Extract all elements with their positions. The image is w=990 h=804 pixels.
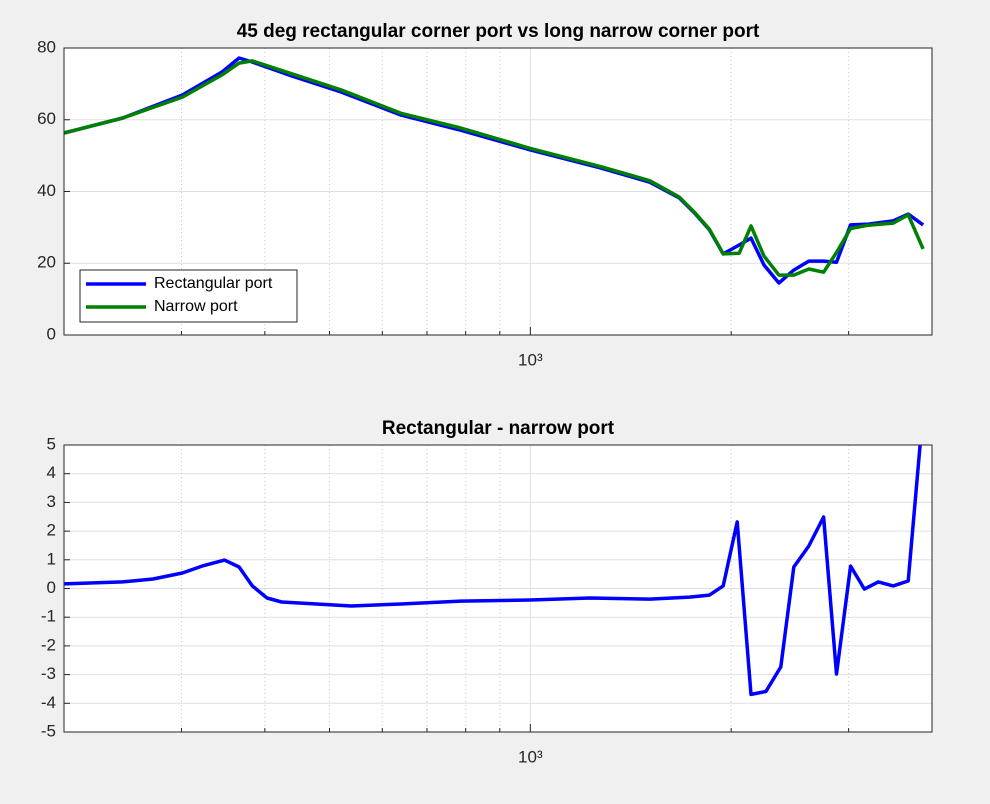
y-tick-label: -4: [41, 693, 56, 712]
axes-box: [63, 47, 933, 336]
axes-box: [63, 444, 933, 733]
y-tick-label: -2: [41, 635, 56, 654]
y-tick-label: 5: [47, 434, 56, 453]
y-tick-label: 2: [47, 521, 56, 540]
chart-title: 45 deg rectangular corner port vs long n…: [237, 21, 760, 42]
data-line: [63, 59, 925, 277]
axes: -5 -4 -3 -2 -1 0 1 2 3 4 5 10³ Rectangular - narrow …: [41, 418, 933, 766]
y-tick-label: 20: [37, 253, 56, 272]
y-tick-label: -5: [41, 721, 56, 740]
y-tick-label: 40: [37, 181, 56, 200]
chart-title: Rectangular - narrow port: [382, 418, 615, 439]
legend-label: Rectangular port: [154, 275, 273, 292]
y-tick-label: -1: [41, 607, 56, 626]
y-tick-label: 3: [47, 492, 56, 511]
y-tick-label: 4: [47, 463, 56, 482]
x-tick-label: 10³: [518, 350, 543, 369]
y-tick-label: -3: [41, 664, 56, 683]
axes: 0 20 40 60 80 10³ 45 deg rectangular corner po…: [37, 21, 933, 369]
legend: Rectangular port Narrow port: [79, 269, 298, 323]
y-tick-label: 0: [47, 324, 56, 343]
legend-box: [79, 269, 298, 323]
y-tick-label: 0: [47, 578, 56, 597]
y-tick-label: 80: [37, 37, 56, 56]
data-line: [63, 444, 922, 697]
x-tick-label: 10³: [518, 747, 543, 766]
y-tick-label: 60: [37, 109, 56, 128]
y-tick-label: 1: [47, 549, 56, 568]
legend-label: Narrow port: [154, 298, 238, 315]
